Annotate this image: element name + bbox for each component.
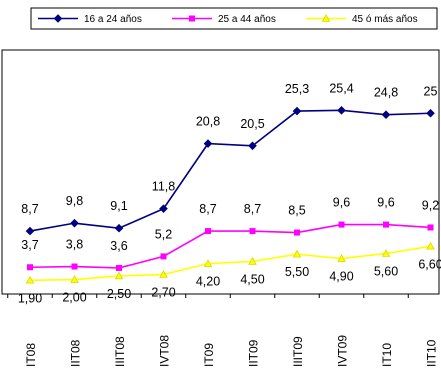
x-tick-label: IVT08 bbox=[158, 335, 172, 367]
data-label-series-1: 9,8 bbox=[66, 194, 83, 208]
data-label-series-3: 4,50 bbox=[240, 272, 264, 286]
series-2-point bbox=[427, 224, 434, 231]
series-3-point bbox=[248, 257, 257, 265]
x-tick-label: IVT09 bbox=[336, 335, 350, 367]
data-label-series-2: 9,6 bbox=[333, 196, 350, 210]
data-label-series-1: 11,8 bbox=[152, 180, 175, 194]
data-label-series-2: 9,6 bbox=[377, 196, 394, 210]
series-1-point bbox=[337, 106, 346, 115]
series-1-point bbox=[292, 106, 302, 116]
data-label-series-3: 6,60 bbox=[418, 257, 441, 271]
series-1-point bbox=[203, 139, 213, 148]
series-2-point bbox=[204, 228, 211, 235]
data-label-series-1: 20,5 bbox=[240, 117, 264, 131]
series-line-2 bbox=[29, 223, 431, 269]
series-line-3 bbox=[29, 245, 431, 282]
data-label-series-3: 4,90 bbox=[329, 270, 353, 284]
series-2-point bbox=[249, 228, 256, 235]
legend-label-3: 45 ó más años bbox=[352, 14, 418, 25]
legend-marker-2 bbox=[188, 15, 195, 22]
series-3-point bbox=[203, 259, 213, 267]
series-3-point bbox=[337, 254, 346, 262]
series-3-point bbox=[292, 249, 302, 258]
data-label-series-3: 4,20 bbox=[196, 275, 220, 289]
data-label-series-1: 25 bbox=[424, 84, 438, 98]
series-3-point bbox=[426, 241, 435, 250]
x-tick-label: IT09 bbox=[202, 343, 216, 367]
legend-label-1: 16 a 24 años bbox=[84, 14, 142, 25]
series-2-point bbox=[338, 221, 345, 228]
legend-marker-3 bbox=[321, 14, 331, 22]
legend-box bbox=[30, 7, 438, 30]
data-label-series-2: 8,7 bbox=[244, 202, 261, 216]
data-label-series-1: 8,7 bbox=[21, 202, 38, 216]
x-tick-label: IIT09 bbox=[247, 339, 261, 367]
data-label-series-3: 5,50 bbox=[285, 265, 309, 279]
data-label-series-1: 20,8 bbox=[196, 115, 220, 129]
series-1-point bbox=[248, 141, 257, 151]
series-3-point bbox=[70, 275, 79, 283]
series-3-point bbox=[25, 275, 35, 284]
x-tick-label: IT08 bbox=[24, 343, 38, 367]
series-2-point bbox=[71, 263, 78, 270]
data-label-series-1: 9,1 bbox=[110, 199, 127, 213]
series-2-point bbox=[116, 264, 123, 271]
series-2-point bbox=[382, 221, 389, 228]
series-1-point bbox=[159, 204, 168, 213]
data-label-series-2: 8,7 bbox=[199, 202, 216, 216]
legend-label-2: 25 a 44 años bbox=[218, 14, 276, 25]
data-label-series-2: 3,6 bbox=[110, 239, 127, 253]
data-label-series-2: 5,2 bbox=[155, 227, 172, 241]
series-1-point bbox=[426, 108, 435, 118]
data-label-series-2: 3,7 bbox=[21, 238, 38, 252]
x-tick-label: IIIT09 bbox=[291, 336, 305, 367]
x-ticks: IT08 IIT08 IIIT08 IVT08 IT09 IIT09 IIIT09 IVT09… bbox=[7, 294, 439, 367]
data-label-series-3: 5,60 bbox=[374, 265, 398, 279]
series-3-point bbox=[159, 270, 168, 278]
data-label-series-2: 9,2 bbox=[422, 198, 439, 212]
data-label-series-2: 3,8 bbox=[66, 238, 83, 252]
series-3-point bbox=[381, 249, 391, 257]
series-group bbox=[25, 106, 435, 284]
data-label-series-3: 2,70 bbox=[151, 285, 175, 299]
series-line-1 bbox=[29, 109, 431, 232]
x-tick-label: IT10 bbox=[380, 343, 394, 367]
x-tick-label: IIT10 bbox=[425, 339, 439, 367]
data-label-series-1: 25,3 bbox=[285, 82, 309, 96]
data-label-series-3: 2,00 bbox=[62, 291, 86, 305]
plot-area bbox=[1, 49, 440, 295]
series-2-point bbox=[160, 253, 167, 260]
data-label-series-1: 24,8 bbox=[374, 86, 398, 100]
series-1-point bbox=[70, 218, 79, 228]
series-2-point bbox=[293, 229, 300, 236]
data-label-series-3: 1,90 bbox=[18, 291, 42, 305]
series-1-point bbox=[114, 223, 124, 233]
series-1-point bbox=[381, 110, 391, 120]
series-2-point bbox=[26, 264, 33, 271]
series-1-point bbox=[25, 226, 35, 236]
data-label-series-2: 8,5 bbox=[288, 204, 305, 218]
series-3-point bbox=[114, 271, 124, 280]
legend: 16 a 24 años 25 a 44 años 45 ó más años bbox=[30, 7, 438, 30]
legend-marker-1 bbox=[53, 14, 63, 23]
x-tick-label: IIIT08 bbox=[113, 336, 127, 367]
data-labels: 8,7 9,8 9,1 11,8 20,8 20,5 25,3 25,4 24,8 25 3,7 3,… bbox=[18, 81, 441, 305]
x-tick-label: IIT08 bbox=[69, 339, 83, 367]
data-label-series-3: 2,50 bbox=[107, 287, 131, 301]
data-label-series-1: 25,4 bbox=[329, 81, 353, 95]
